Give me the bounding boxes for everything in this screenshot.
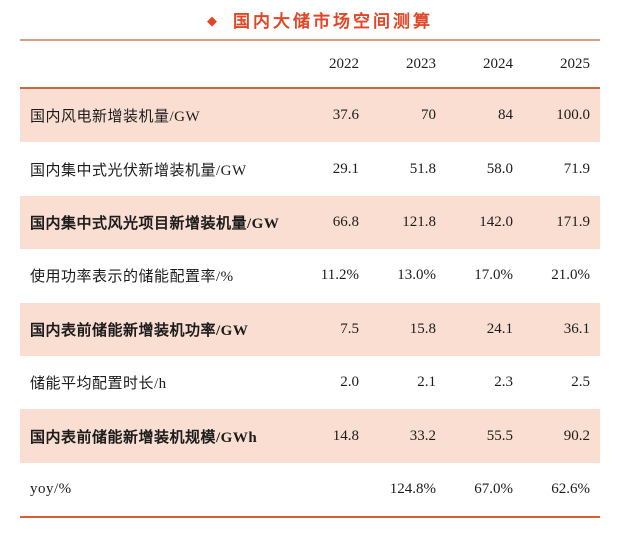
cell-value: 33.2 [409,427,436,444]
table-row: 国内表前储能新增装机功率/GW 7.5 15.8 24.1 36.1 [20,302,600,356]
cell-value: 121.8 [402,213,436,230]
cell-value: 100.0 [556,107,590,124]
cell-value: 142.0 [479,213,513,230]
cell-value: 58.0 [486,160,513,177]
cell-value: 51.8 [409,160,436,177]
cell-value: 67.0% [474,480,513,497]
table-row: 储能平均配置时长/h 2.0 2.1 2.3 2.5 [20,356,600,409]
data-table: 2022 2023 2024 2025 国内风电新增装机量/GW 37.6 70 84… [20,41,600,519]
cell-value: 37.6 [332,107,359,124]
cell-value: 71.9 [563,160,590,177]
row-label: 国内集中式光伏新增装机量/GW [30,162,247,179]
table-row: 使用功率表示的储能配置率/% 11.2% 13.0% 17.0% 21.0% [20,249,600,302]
table-row: 国内表前储能新增装机规模/GWh 14.8 33.2 55.5 90.2 [20,409,600,463]
cell-value: 11.2% [320,267,359,284]
year-header: 2023 [406,55,436,72]
row-label: 国内风电新增装机量/GW [30,109,201,126]
cell-value: 2.0 [340,374,359,391]
cell-value: 24.1 [486,320,513,337]
row-label: 国内表前储能新增装机功率/GW [30,322,249,339]
cell-value: 29.1 [332,160,359,177]
cell-value: 21.0% [551,267,590,284]
cell-value: 124.8% [389,480,436,497]
table-row: 国内集中式光伏新增装机量/GW 29.1 51.8 58.0 71.9 [20,142,600,195]
exhibit-caption: ◆ 国内大储市场空间测算 [0,0,640,39]
cell-value: 14.8 [332,427,359,444]
top-divider [20,39,600,41]
year-header: 2022 [329,55,359,72]
row-label: 国内集中式风光项目新增装机量/GW [30,215,280,232]
cell-value: 13.0% [397,267,436,284]
cell-value: 62.6% [551,480,590,497]
table-row: yoy/% 124.8% 67.0% 62.6% [20,463,600,516]
cell-value: 15.8 [409,320,436,337]
bottom-margin [0,518,640,546]
cell-value: 55.5 [486,427,513,444]
cell-value: 90.2 [563,427,590,444]
table-row: 国内集中式风光项目新增装机量/GW 66.8 121.8 142.0 171.9 [20,195,600,250]
cell-value: 36.1 [563,320,590,337]
cell-value: 2.5 [571,374,590,391]
bottom-divider [20,516,600,519]
cell-value: 84 [498,107,513,124]
cell-value: 66.8 [332,213,359,230]
row-label: 储能平均配置时长/h [30,376,167,393]
header-divider [20,87,600,89]
table-body: 国内风电新增装机量/GW 37.6 70 84 100.0 国内集中式光伏新增装机量/GW… [20,89,600,516]
cell-value: 2.3 [494,374,513,391]
year-header: 2025 [560,55,590,72]
row-label: yoy/% [30,480,72,497]
cell-value: 70 [421,107,436,124]
cell-value: 2.1 [417,374,436,391]
table-header-row: 2022 2023 2024 2025 [20,41,600,87]
cell-value: 7.5 [340,320,359,337]
diamond-bullet-icon: ◆ [207,13,217,28]
cell-value: 171.9 [556,213,590,230]
row-label: 国内表前储能新增装机规模/GWh [30,429,258,446]
year-header: 2024 [483,55,513,72]
page-title: 国内大储市场空间测算 [233,12,433,31]
row-label: 使用功率表示的储能配置率/% [30,269,234,286]
table-row: 国内风电新增装机量/GW 37.6 70 84 100.0 [20,89,600,143]
cell-value: 17.0% [474,267,513,284]
